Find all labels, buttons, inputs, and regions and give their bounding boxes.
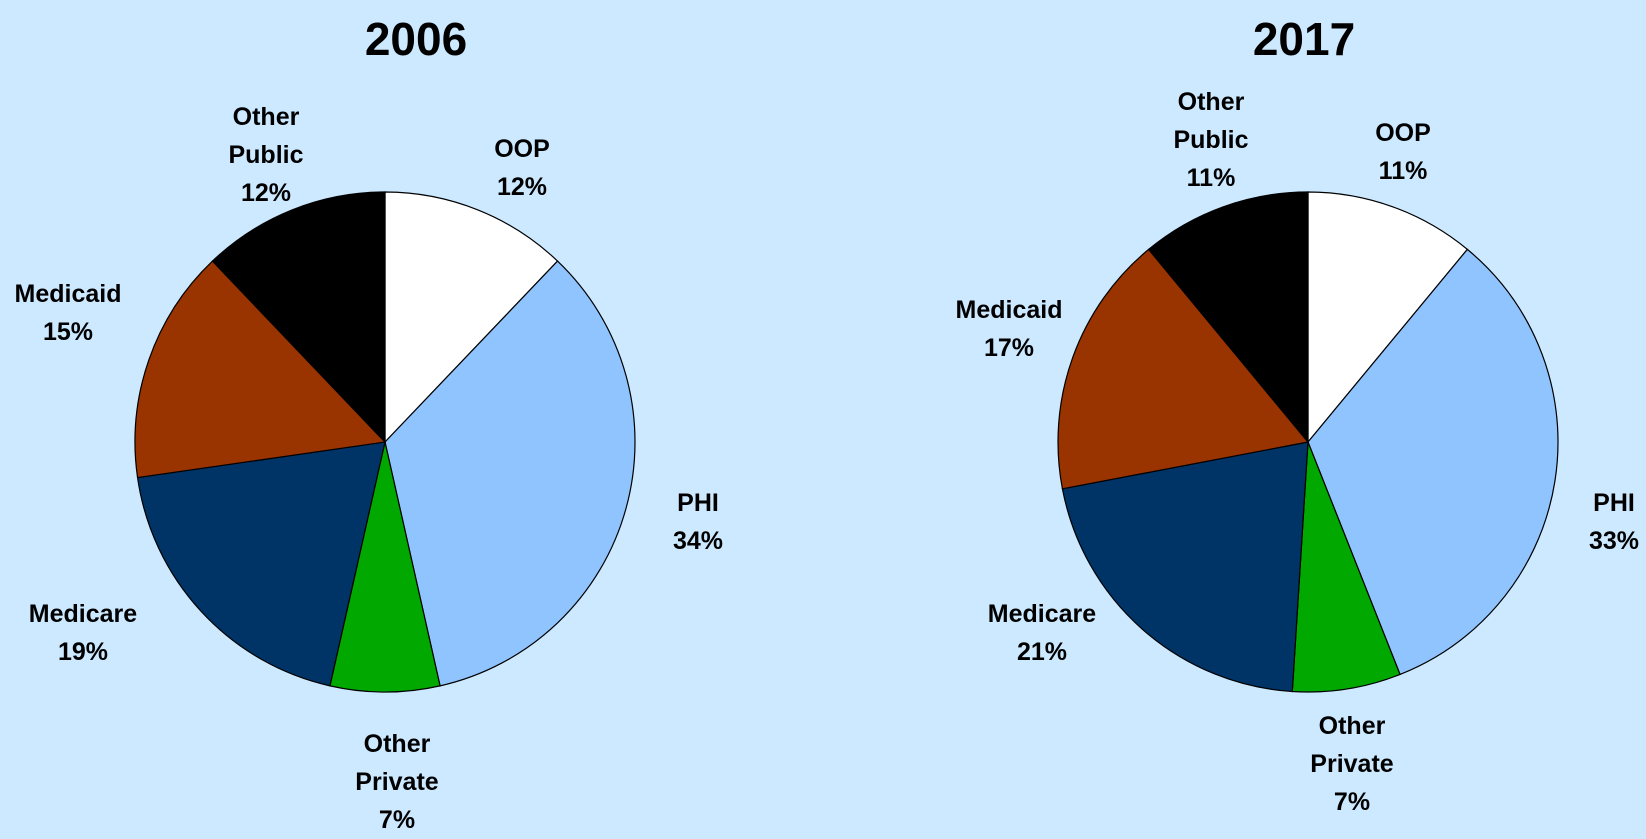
value-label: 21% bbox=[1016, 638, 1068, 666]
category-label: Other Private bbox=[1310, 712, 1394, 778]
slice-label: Other Private 7% bbox=[338, 725, 456, 839]
slice-label: Other Private 7% bbox=[1293, 707, 1411, 821]
value-label: 15% bbox=[42, 318, 94, 346]
slice-label: PHI 34% bbox=[673, 484, 723, 560]
pie-slice bbox=[1307, 248, 1559, 676]
category-label: OOP bbox=[494, 135, 550, 163]
value-label: 19% bbox=[57, 638, 109, 666]
value-label: 17% bbox=[983, 334, 1035, 362]
slice-label: Medicaid 17% bbox=[956, 291, 1063, 367]
category-label: PHI bbox=[677, 489, 719, 517]
category-label: Medicaid bbox=[14, 280, 122, 308]
pie-slice bbox=[1147, 191, 1309, 444]
slice-label: PHI 33% bbox=[1589, 484, 1639, 560]
pie-slice bbox=[1057, 248, 1310, 490]
category-label: Medicaid bbox=[955, 296, 1063, 324]
pie-slice bbox=[1291, 441, 1401, 693]
category-label: Medicare bbox=[987, 600, 1097, 628]
pie-slice bbox=[1061, 441, 1309, 693]
category-label: OOP bbox=[1375, 119, 1431, 147]
pie-slice bbox=[211, 191, 386, 444]
value-label: 34% bbox=[672, 527, 724, 555]
slice-label: OOP 11% bbox=[1375, 114, 1431, 190]
category-label: Other Public bbox=[1173, 88, 1249, 154]
category-label: Other Public bbox=[228, 103, 304, 169]
chart-title: 2006 bbox=[364, 13, 468, 65]
pie-slice bbox=[1307, 191, 1469, 444]
pie-slice bbox=[134, 260, 387, 479]
slice-label: Other Public 12% bbox=[207, 98, 325, 212]
category-label: PHI bbox=[1593, 489, 1635, 517]
slice-label: Medicare 19% bbox=[29, 595, 137, 671]
slice-label: Medicare 21% bbox=[988, 595, 1096, 671]
value-label: 12% bbox=[496, 173, 548, 201]
pie-slice bbox=[136, 441, 386, 687]
pie-slice bbox=[329, 441, 441, 693]
chart-title: 2017 bbox=[1252, 13, 1356, 65]
value-label: 11% bbox=[1186, 164, 1236, 192]
slice-label: Medicaid 15% bbox=[15, 275, 122, 351]
pie-slice bbox=[384, 260, 636, 687]
category-label: Medicare bbox=[28, 600, 138, 628]
pie-slice bbox=[384, 191, 559, 444]
category-label: Other Private bbox=[355, 730, 439, 796]
value-label: 12% bbox=[240, 179, 292, 207]
value-label: 7% bbox=[378, 806, 416, 834]
value-label: 11% bbox=[1378, 157, 1428, 185]
slice-label: OOP 12% bbox=[494, 130, 550, 206]
slice-label: Other Public 11% bbox=[1152, 83, 1270, 197]
value-label: 7% bbox=[1333, 788, 1371, 816]
value-label: 33% bbox=[1588, 527, 1640, 555]
